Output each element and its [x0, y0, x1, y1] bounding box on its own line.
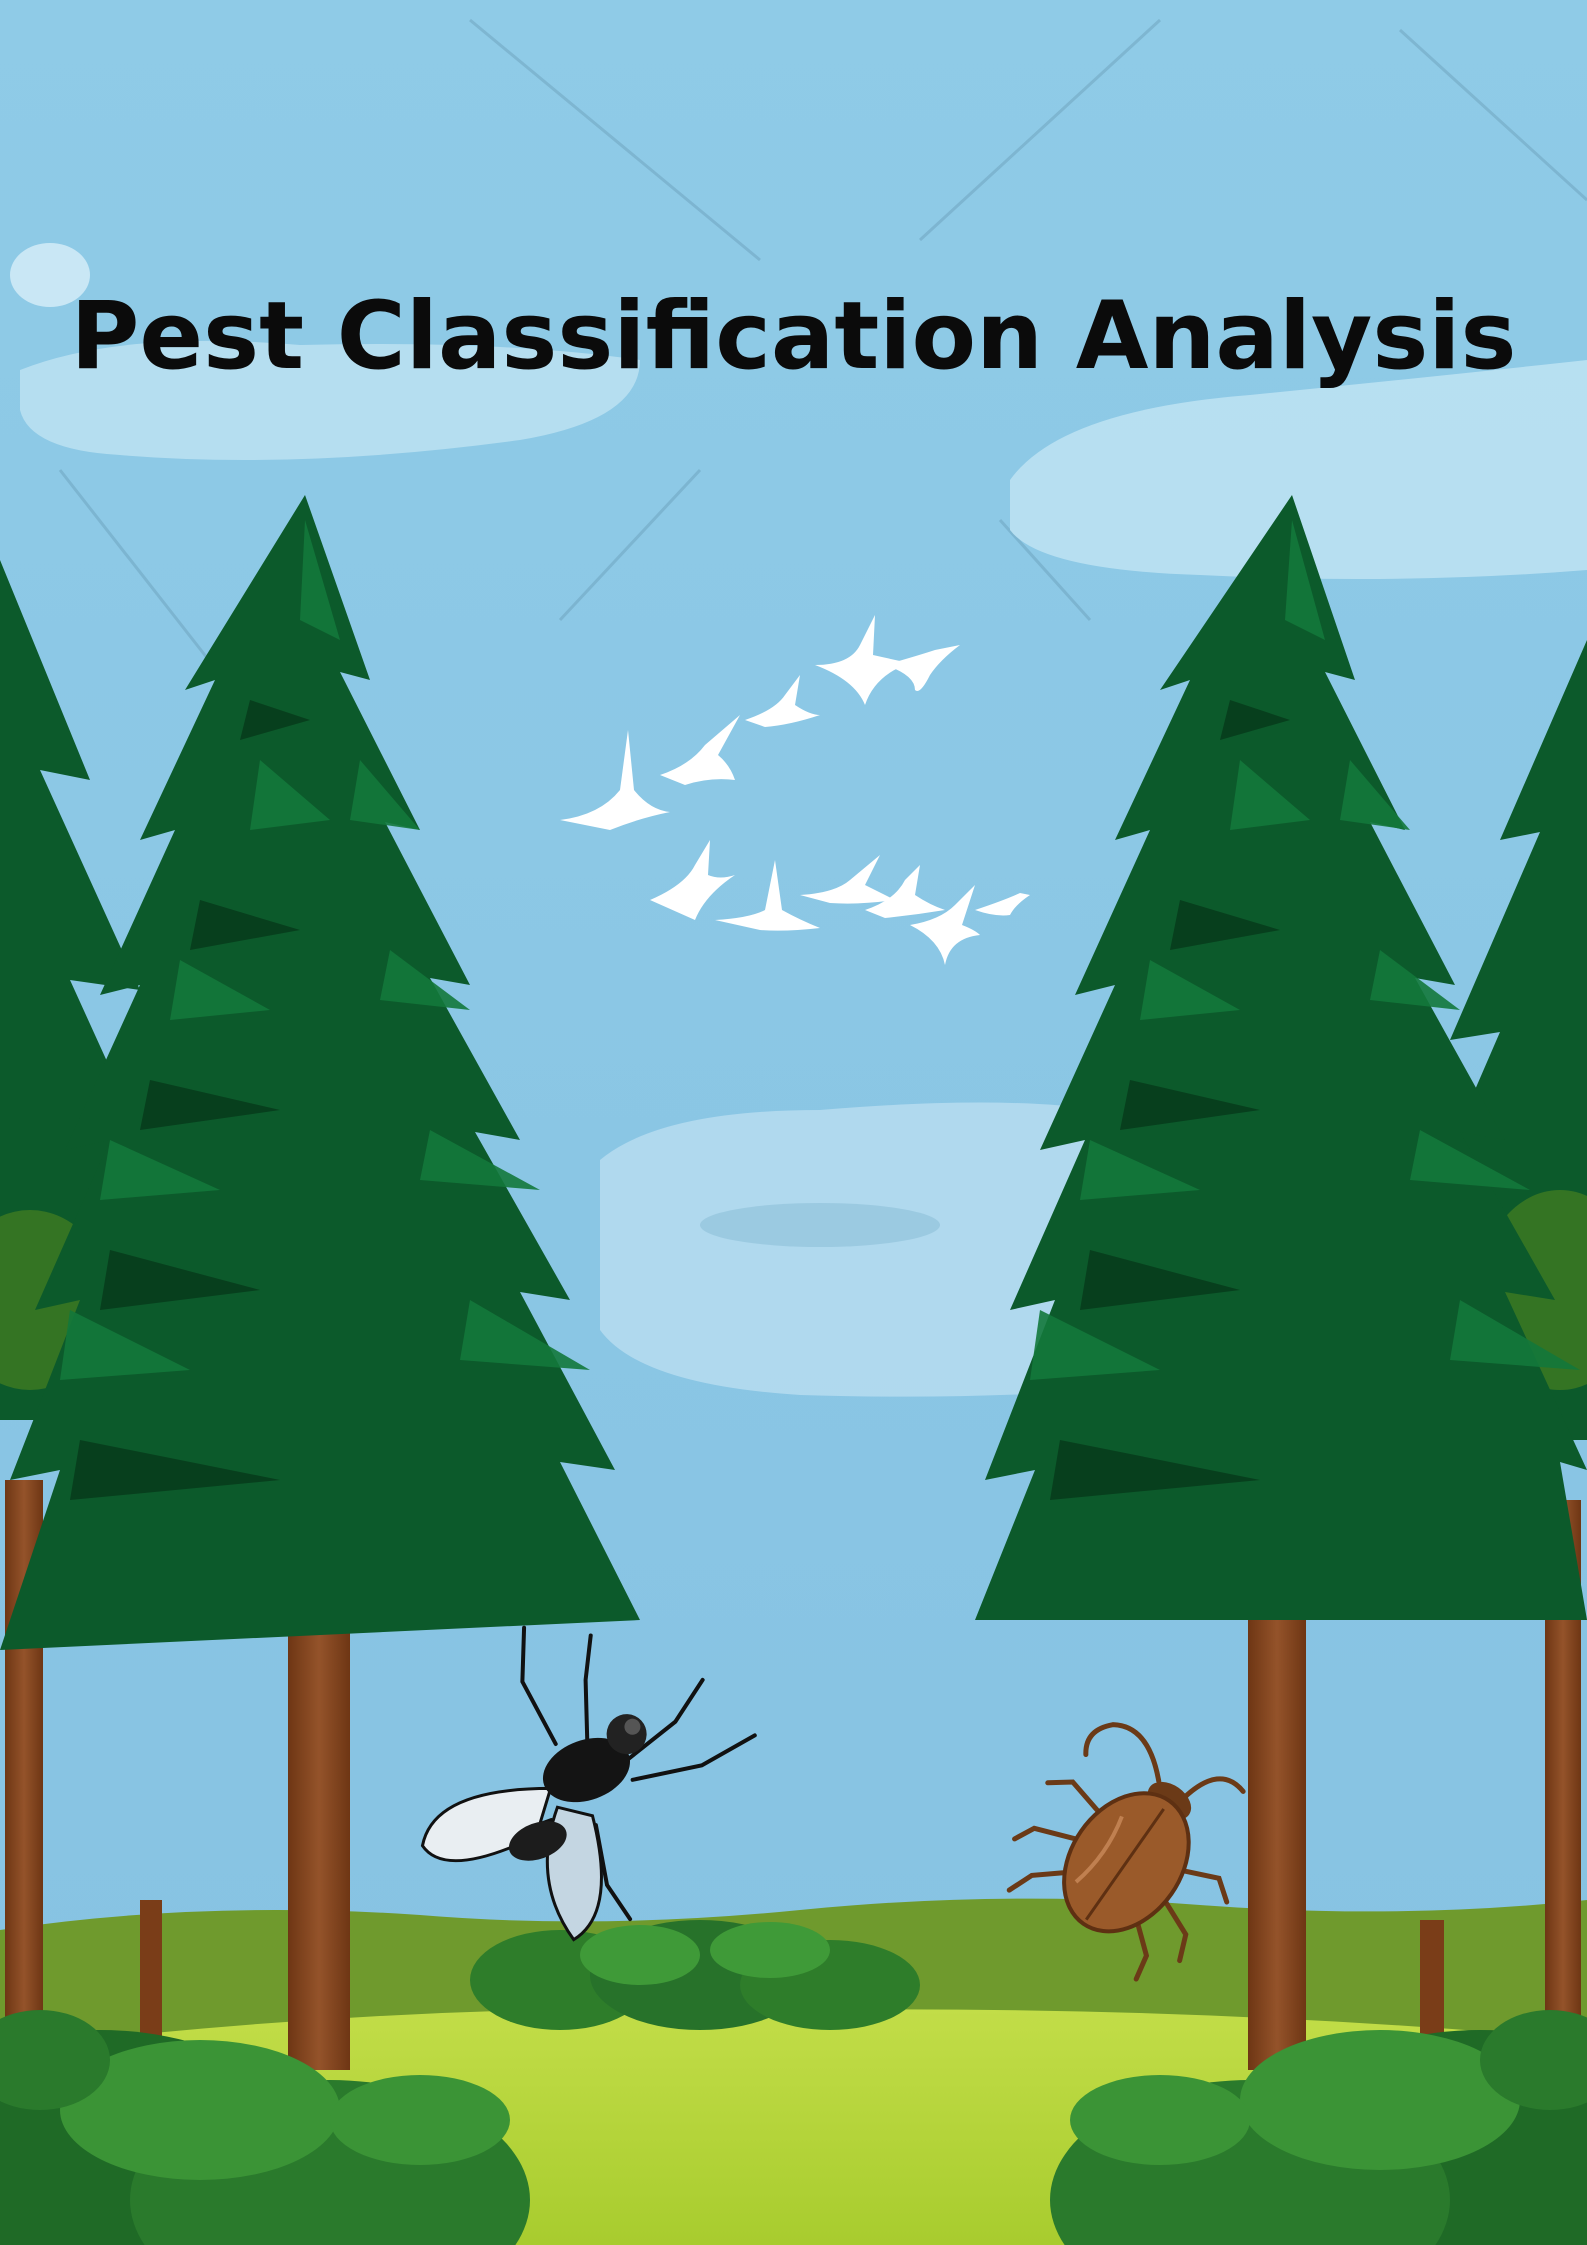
right-pine-tree — [975, 495, 1587, 2070]
cloud-left — [20, 340, 640, 460]
clouds — [10, 243, 1587, 1397]
fly-icon — [420, 1625, 757, 1942]
right-tree-foliage — [975, 495, 1587, 1620]
cloud-center — [600, 1102, 1100, 1397]
cloud-puff — [10, 243, 90, 307]
cloud-streak — [700, 1203, 940, 1247]
left-tree-trunk — [288, 1600, 350, 2070]
poster-title: Pest Classification Analysis — [70, 282, 1517, 391]
left-pine-tree — [0, 495, 640, 2070]
foreground-bushes-left — [0, 2010, 530, 2245]
fly-thorax — [542, 1737, 630, 1803]
foreground-bushes-right — [1050, 2010, 1587, 2245]
bird-flock — [560, 615, 1030, 965]
fly-abdomen — [508, 1821, 567, 1861]
cockroach-icon — [1006, 1722, 1246, 1982]
right-tree-trunk — [1248, 1600, 1306, 2070]
cloud-right — [1010, 360, 1587, 579]
center-bushes — [470, 1920, 920, 2030]
